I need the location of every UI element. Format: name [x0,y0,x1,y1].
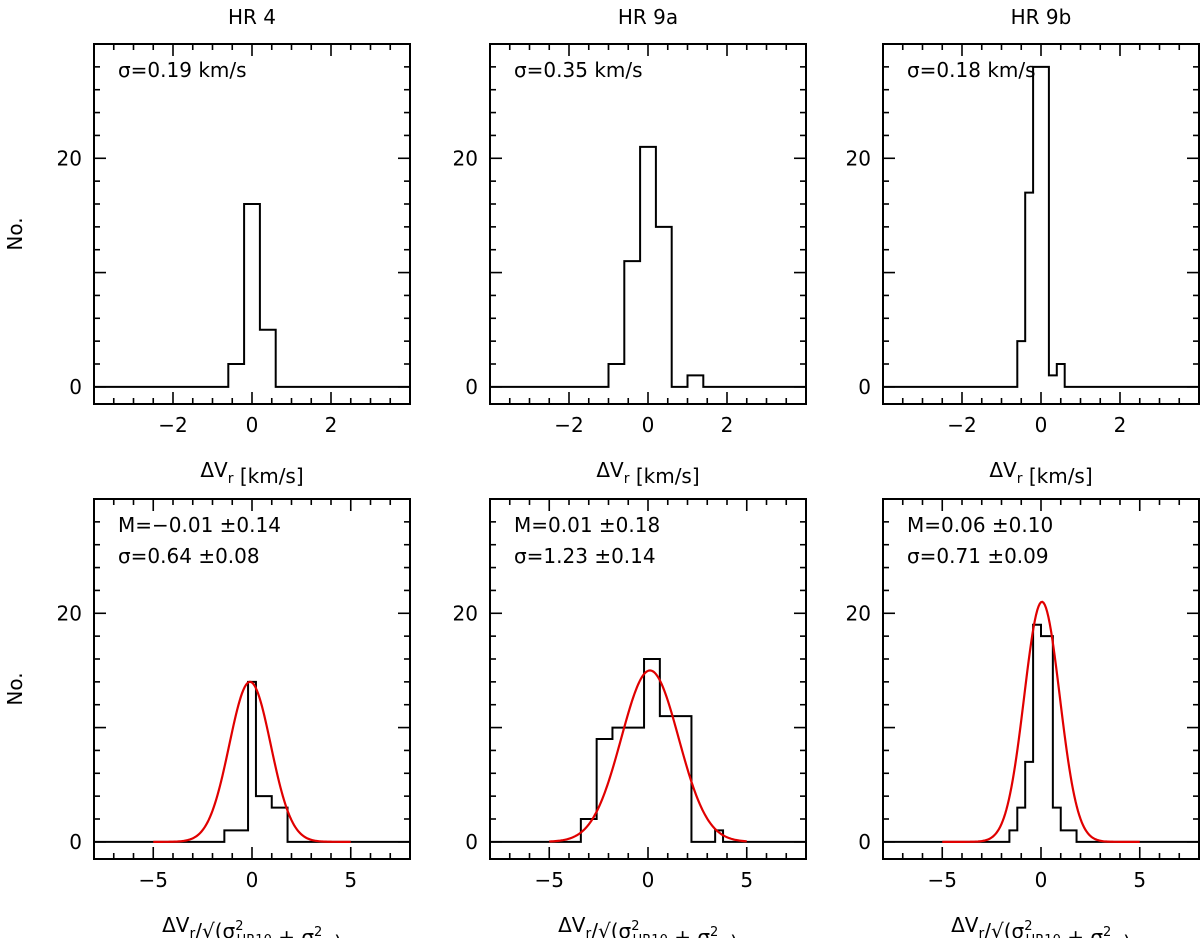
histogram-steps [883,65,1199,388]
x-tick-label: 0 [246,413,259,437]
y-tick-label: 0 [69,830,82,854]
panel-4: −5 0 5 0 20 M=−0.01 ±0.14 σ=0.64 ±0.08 ΔVr/√(σ2… [3,498,411,938]
y-tick-label: 20 [453,146,478,170]
gaussian-fit-curve [942,600,1140,843]
panel-title: HR 9b [1011,5,1072,29]
x-tick-label: 0 [1035,413,1048,437]
annotation: σ=0.64 ±0.08 [118,544,260,568]
x-tick-label: 2 [721,413,734,437]
y-axis-label: No. [3,672,27,705]
panel-5: −5 0 5 0 20 M=0.01 ±0.18 σ=1.23 ±0.14 ΔVr/√(σ2H… [453,498,807,938]
x-axis-label: ΔVr/√(σ2HR10 + σ2HR) [162,913,342,938]
histogram-steps [490,145,806,388]
x-tick-label: 0 [246,868,259,892]
y-tick-label: 20 [846,601,871,625]
histogram-steps [94,680,410,843]
y-tick-label: 0 [465,830,478,854]
x-tick-label: 0 [642,868,655,892]
x-axis-label: ΔVr/√(σ2HR10 + σ2HR) [558,913,738,938]
annotation: σ=0.35 km/s [514,58,643,82]
y-tick-label: 20 [57,146,82,170]
x-tick-label: −5 [535,868,564,892]
annotation: σ=0.19 km/s [118,58,247,82]
annotation: M=0.06 ±0.10 [907,513,1053,537]
x-axis-label: ΔVr [km/s] [989,458,1092,488]
annotation: σ=0.18 km/s [907,58,1036,82]
x-tick-label: 0 [642,413,655,437]
y-tick-label: 20 [453,601,478,625]
y-tick-label: 0 [465,375,478,399]
histogram-steps [883,623,1199,843]
x-axis-label: ΔVr [km/s] [596,458,699,488]
x-tick-label: −2 [554,413,583,437]
y-tick-label: 0 [858,375,871,399]
x-tick-label: 5 [344,868,357,892]
y-tick-label: 20 [57,601,82,625]
annotation: σ=0.71 ±0.09 [907,544,1049,568]
annotation: σ=1.23 ±0.14 [514,544,656,568]
x-tick-label: 2 [325,413,338,437]
histogram-steps [94,203,410,388]
x-tick-label: −5 [928,868,957,892]
x-tick-label: 5 [740,868,753,892]
y-axis-label: No. [3,217,27,250]
y-tick-label: 0 [858,830,871,854]
x-tick-label: −2 [158,413,187,437]
x-tick-label: 2 [1114,413,1127,437]
y-tick-label: 20 [846,146,871,170]
x-tick-label: −2 [947,413,976,437]
gaussian-fit-curve [153,680,351,843]
x-tick-label: 0 [1035,868,1048,892]
panel-title: HR 4 [228,5,276,29]
gaussian-fit-curve [549,669,747,843]
x-tick-label: −5 [139,868,168,892]
annotation: M=−0.01 ±0.14 [118,513,281,537]
x-axis-label: ΔVr [km/s] [200,458,303,488]
x-tick-label: 5 [1133,868,1146,892]
histogram-steps [490,658,806,843]
x-axis-label: ΔVr/√(σ2HR10 + σ2HR) [951,913,1131,938]
plot-frame [489,43,807,405]
panel-6: −5 0 5 0 20 M=0.06 ±0.10 σ=0.71 ±0.09 ΔVr/√(σ2H… [846,498,1200,938]
plot-frame [882,43,1200,405]
y-tick-label: 0 [69,375,82,399]
panel-title: HR 9a [618,5,678,29]
plot-frame [93,43,411,405]
annotation: M=0.01 ±0.18 [514,513,660,537]
